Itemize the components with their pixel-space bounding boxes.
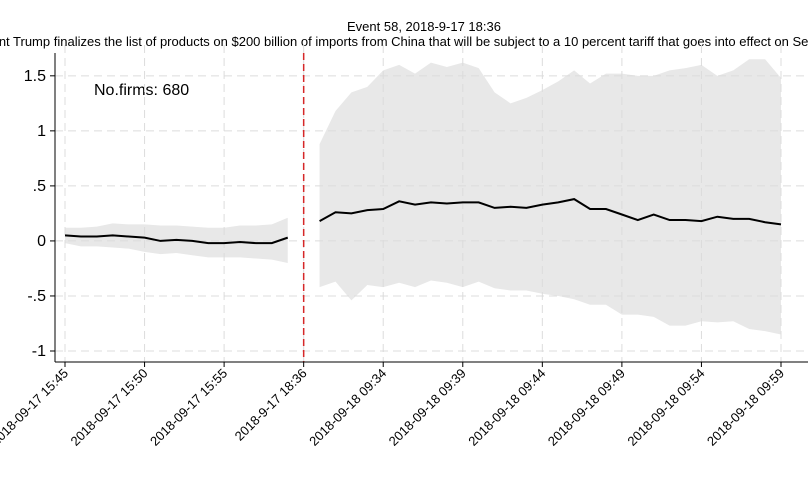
chart-subtitle: ent Trump finalizes the list of products… xyxy=(0,34,808,49)
y-tick-label: 1.5 xyxy=(24,68,46,85)
y-tick-label: -1 xyxy=(32,343,46,360)
y-tick-label: 0 xyxy=(37,233,46,250)
chart-title: Event 58, 2018-9-17 18:36 xyxy=(347,19,501,34)
y-tick-label: .5 xyxy=(33,178,46,195)
annotation: No.firms: 680 xyxy=(94,82,189,99)
estimate-line xyxy=(64,198,782,245)
y-tick-label: 1 xyxy=(37,123,46,140)
y-tick-label: -.5 xyxy=(27,288,46,305)
confidence-band xyxy=(319,59,781,335)
